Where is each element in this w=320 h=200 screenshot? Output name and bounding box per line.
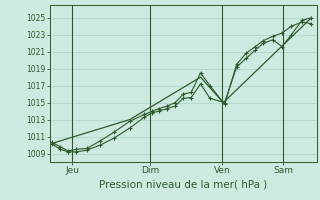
X-axis label: Pression niveau de la mer( hPa ): Pression niveau de la mer( hPa ) — [99, 179, 267, 189]
